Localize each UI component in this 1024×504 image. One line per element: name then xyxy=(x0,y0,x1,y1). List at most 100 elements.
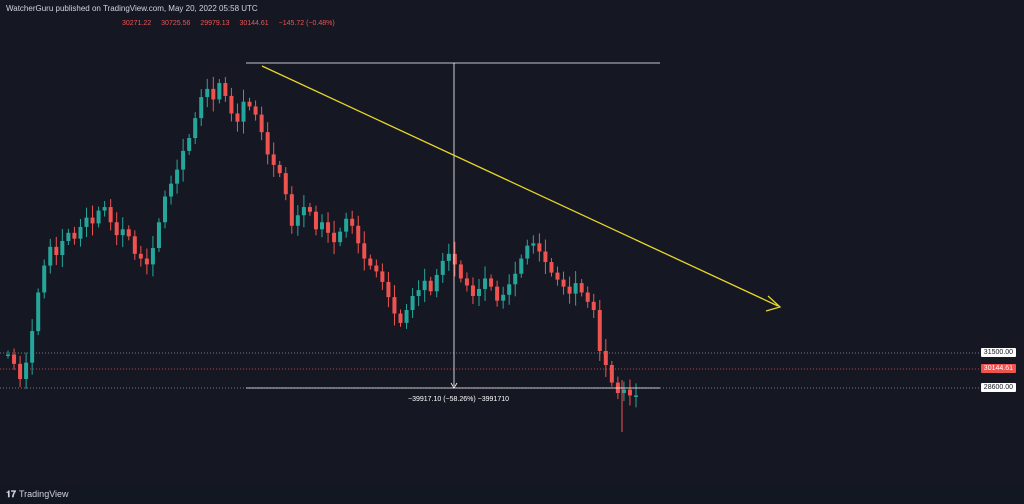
candle-body xyxy=(356,225,361,244)
candle-body xyxy=(380,271,385,282)
candle-body xyxy=(84,217,89,227)
candle-body xyxy=(464,278,469,286)
candle-body xyxy=(187,138,192,151)
candle-body xyxy=(470,285,475,296)
candle-body xyxy=(428,280,433,292)
candle-body xyxy=(452,253,457,265)
candle-body xyxy=(434,274,439,292)
candle-body xyxy=(108,207,113,223)
publisher-info: WatcherGuru published on TradingView.com… xyxy=(6,4,258,13)
candle-body xyxy=(627,389,632,396)
tradingview-logo[interactable]: 𝟏𝟕 TradingView xyxy=(6,489,69,500)
ohlc-high: 30725.56 xyxy=(161,20,191,27)
candle-body xyxy=(301,207,306,216)
candle-body xyxy=(501,294,506,301)
candle-body xyxy=(489,278,494,287)
candle-body xyxy=(386,281,391,298)
candle-body xyxy=(229,95,234,114)
tradingview-logo-text: TradingView xyxy=(19,489,69,499)
candle-body xyxy=(313,211,318,230)
candle-body xyxy=(344,218,349,232)
candle-body xyxy=(90,217,95,224)
candle-body xyxy=(398,313,403,323)
candle-body xyxy=(48,246,53,266)
candle-body xyxy=(579,283,584,293)
candle-body xyxy=(217,83,222,100)
candle-body xyxy=(54,246,59,256)
candle-body xyxy=(156,222,161,249)
candle-body xyxy=(350,218,355,226)
candle-body xyxy=(621,389,626,394)
candle-body xyxy=(150,248,155,265)
candle-body xyxy=(567,286,572,294)
candle-body xyxy=(102,207,107,211)
candle-body xyxy=(12,354,17,364)
candle-body xyxy=(507,284,512,295)
measure-label: −39917.10 (−58.26%) −3991710 xyxy=(408,396,510,403)
candle-body xyxy=(609,365,614,383)
candle-body xyxy=(253,106,258,115)
candle-body xyxy=(525,245,530,259)
candle-body xyxy=(283,173,288,195)
candle-body xyxy=(410,295,415,311)
candle-body xyxy=(368,258,373,266)
candle-body xyxy=(271,154,276,165)
candle-body xyxy=(144,258,149,265)
candle-body xyxy=(326,222,331,233)
trendline xyxy=(261,65,779,307)
candle-body xyxy=(555,272,560,280)
candle-body xyxy=(422,280,427,291)
candle-body xyxy=(458,264,463,279)
candle-body xyxy=(513,273,518,285)
candle-body xyxy=(114,222,119,236)
candle-body xyxy=(295,215,300,226)
candle-body xyxy=(96,210,101,224)
candle-body xyxy=(634,395,638,397)
candle-body xyxy=(30,331,35,363)
ohlc-low: 29979.13 xyxy=(200,20,230,27)
ohlc-readout: 30271.22 30725.56 29979.13 30144.61 −145… xyxy=(122,20,343,27)
candle-body xyxy=(362,243,367,259)
candle-body xyxy=(235,113,240,122)
candle-body xyxy=(265,132,270,155)
candle-body xyxy=(163,196,167,223)
candle-body xyxy=(561,279,566,287)
candle-body xyxy=(181,150,186,170)
candle-body xyxy=(18,363,23,380)
candle-body xyxy=(603,350,608,366)
candle-body xyxy=(307,207,312,212)
candle-body xyxy=(338,231,343,243)
candle-body xyxy=(78,226,83,239)
candle-body xyxy=(392,297,397,314)
price-level-low-badge: 28600.00 xyxy=(980,383,1016,392)
candle-body xyxy=(537,243,542,252)
candle-body xyxy=(241,101,246,122)
candle-body xyxy=(211,88,216,100)
candle-body xyxy=(36,292,41,332)
candle-body xyxy=(416,290,421,296)
candle-body xyxy=(519,258,524,274)
candle-body xyxy=(132,236,137,254)
candle-body xyxy=(24,362,29,380)
candle-body xyxy=(573,283,578,294)
candle-body xyxy=(72,232,77,239)
candle-body xyxy=(531,243,536,246)
candle-body xyxy=(332,232,337,243)
price-level-high-badge: 31500.00 xyxy=(980,348,1016,357)
tradingview-logo-icon: 𝟏𝟕 xyxy=(6,489,17,499)
candle-body xyxy=(543,251,548,263)
candle-body xyxy=(549,262,554,273)
candle-body xyxy=(169,183,174,197)
candle-body xyxy=(193,118,198,139)
candle-body xyxy=(138,253,143,259)
candle-body xyxy=(591,301,596,311)
measure-arrowhead xyxy=(450,382,458,389)
candle-body xyxy=(289,194,294,226)
candle-body xyxy=(120,229,125,236)
candle-body xyxy=(585,292,590,302)
candle-body xyxy=(477,288,481,296)
ohlc-change: −145.72 (−0.48%) xyxy=(278,20,335,27)
candle-body xyxy=(440,260,445,275)
